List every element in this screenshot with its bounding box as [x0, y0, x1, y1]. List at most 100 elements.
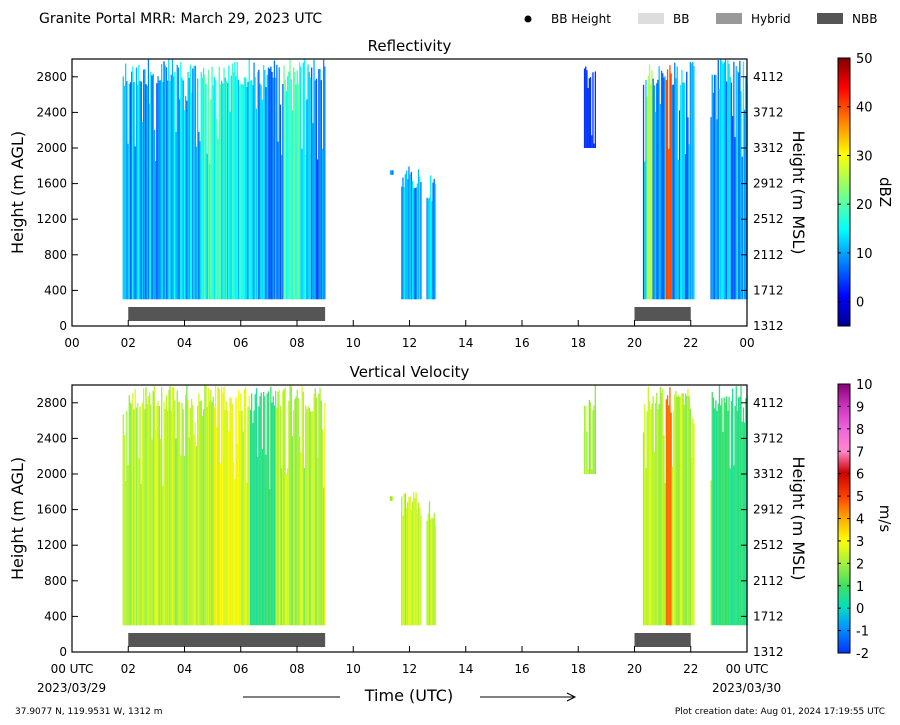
heatmap-column — [129, 82, 132, 300]
heatmap-column — [682, 393, 684, 626]
heatmap-column — [587, 88, 589, 148]
heatmap-column — [288, 400, 290, 626]
time-arrow-head — [566, 692, 577, 702]
heatmap-column — [409, 174, 411, 300]
end-date-label: 2023/03/30 — [712, 681, 781, 695]
x-tick-label: 00 UTC — [51, 662, 94, 676]
heatmap-column — [730, 82, 733, 300]
heatmap-column — [730, 401, 733, 626]
heatmap-column — [405, 170, 408, 300]
heatmap-column — [416, 183, 418, 300]
heatmap-column — [642, 432, 645, 626]
heatmap-column — [591, 135, 593, 148]
y-tick-label-right: 3312 — [753, 141, 784, 155]
heatmap-column — [165, 67, 168, 300]
heatmap-column — [407, 179, 409, 300]
heatmap-column — [740, 385, 742, 626]
heatmap-column — [122, 414, 124, 626]
heatmap-column — [207, 388, 210, 626]
heatmap-column — [583, 68, 586, 148]
heatmap-column — [241, 410, 243, 626]
heatmap-column — [289, 59, 291, 300]
heatmap-column — [319, 68, 321, 300]
heatmap-column — [650, 84, 652, 300]
heatmap-column — [271, 402, 273, 626]
x-tick-label: 10 — [346, 662, 361, 676]
heatmap-column — [300, 66, 302, 300]
heatmap-column — [293, 410, 295, 626]
heatmap-column — [313, 59, 315, 300]
heatmap-column — [141, 402, 144, 626]
heatmap-column — [677, 159, 679, 300]
colorbar-label: dBZ — [876, 177, 894, 207]
heatmap-column — [294, 71, 296, 300]
colorbar-tick-label: 40 — [856, 101, 873, 116]
heatmap-column — [648, 401, 651, 626]
heatmap-column — [247, 406, 249, 626]
heatmap-column — [158, 405, 160, 626]
heatmap-column — [143, 69, 145, 300]
heatmap-column — [591, 469, 593, 474]
heatmap-column — [248, 395, 250, 626]
colorbar-tick-label: 0 — [856, 296, 864, 311]
heatmap-column — [126, 81, 128, 300]
heatmap-column — [585, 406, 587, 474]
heatmap-column — [223, 387, 225, 626]
heatmap-column — [149, 392, 151, 626]
colorbar-tick-label: 0 — [856, 602, 864, 617]
heatmap-column — [185, 394, 187, 626]
heatmap-column — [123, 85, 126, 300]
heatmap-column — [152, 73, 154, 300]
heatmap-column — [301, 148, 303, 300]
colorbar-tick-label: 3 — [856, 535, 864, 550]
heatmap-column — [153, 129, 156, 300]
heatmap-column — [182, 409, 184, 626]
x-tick-label: 00 — [739, 336, 754, 350]
x-axis-label: Time (UTC) — [364, 686, 453, 705]
heatmap-column — [210, 99, 212, 300]
heatmap-column — [135, 67, 138, 300]
heatmap-column — [246, 86, 248, 300]
heatmap-column — [738, 72, 740, 300]
heatmap-column — [318, 69, 320, 300]
heatmap-column — [137, 402, 139, 626]
heatmap-column — [243, 77, 246, 300]
heatmap-column — [419, 507, 421, 626]
heatmap-column — [131, 71, 133, 300]
heatmap-column — [231, 403, 234, 626]
heatmap-column — [272, 396, 274, 626]
heatmap-column — [428, 501, 431, 626]
heatmap-column — [664, 76, 666, 300]
y-tick-label-right: 2512 — [753, 538, 784, 552]
heatmap-column — [289, 385, 291, 626]
heatmap-column — [677, 395, 679, 626]
heatmap-column — [197, 406, 199, 626]
heatmap-column — [249, 80, 252, 300]
colorbar-tick-label: 20 — [856, 198, 873, 213]
heatmap-column — [127, 464, 129, 626]
heatmap-column — [320, 400, 322, 626]
y-tick-label: 1200 — [36, 538, 67, 552]
heatmap-column — [264, 70, 266, 300]
heatmap-column — [258, 69, 260, 300]
panel-reflectivity: Reflectivity0400800120016002000240028001… — [8, 37, 894, 350]
y-tick-label-right: 3312 — [753, 467, 784, 481]
heatmap-column — [716, 410, 718, 626]
heatmap-column — [692, 418, 694, 626]
y-tick-label: 0 — [59, 319, 67, 333]
heatmap-column — [664, 483, 666, 626]
heatmap-column — [669, 387, 671, 626]
heatmap-column — [653, 451, 655, 626]
heatmap-column — [430, 175, 432, 300]
nbb-bar — [634, 633, 691, 647]
heatmap-column — [309, 77, 312, 300]
y-tick-label: 2000 — [36, 141, 67, 155]
heatmap-column — [402, 177, 404, 300]
heatmap-column — [165, 395, 168, 626]
heatmap-column — [403, 187, 405, 300]
heatmap-column — [586, 431, 588, 474]
heatmap-column — [729, 468, 731, 626]
heatmap-column — [175, 438, 177, 626]
heatmap-column — [147, 59, 150, 300]
heatmap-column — [284, 387, 286, 626]
